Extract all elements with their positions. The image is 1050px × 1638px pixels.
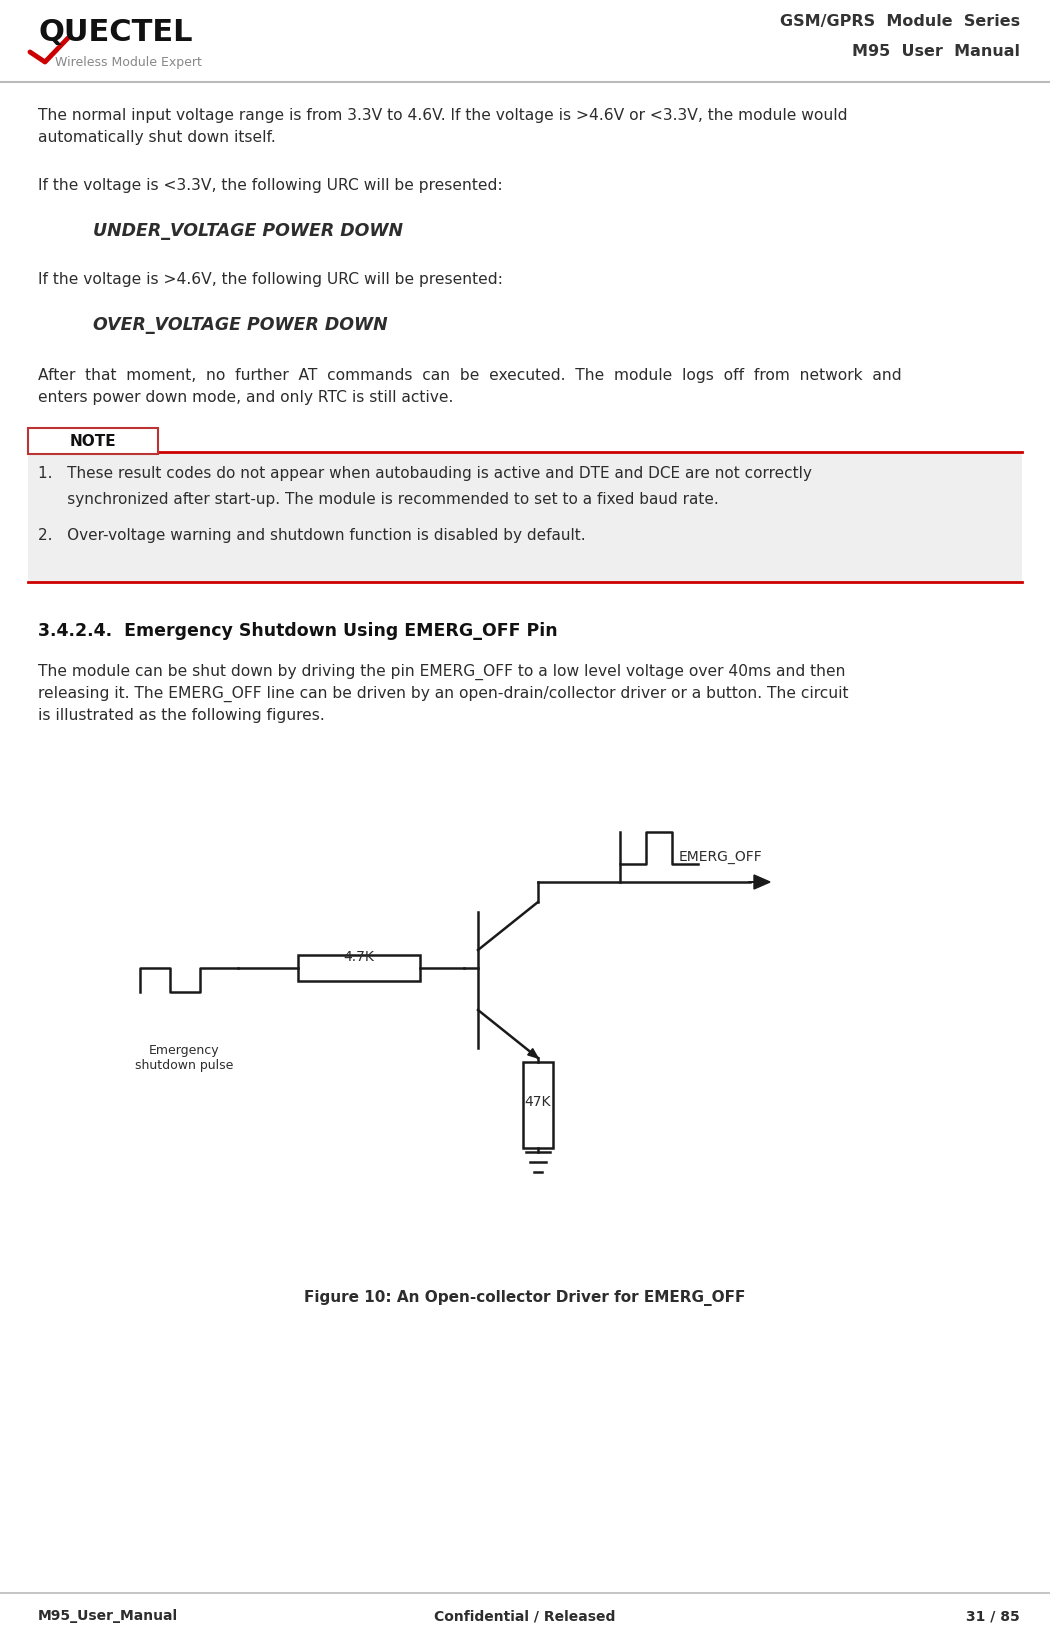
Bar: [28, 452, 1022, 581]
Text: After  that  moment,  no  further  AT  commands  can  be  executed.  The  module: After that moment, no further AT command…: [38, 369, 902, 383]
Text: Emergency
shutdown pulse: Emergency shutdown pulse: [134, 1043, 233, 1071]
Text: 3.4.2.4.  Emergency Shutdown Using EMERG_OFF Pin: 3.4.2.4. Emergency Shutdown Using EMERG_…: [38, 622, 558, 640]
Text: M95_User_Manual: M95_User_Manual: [38, 1609, 178, 1623]
Text: UNDER_VOLTAGE POWER DOWN: UNDER_VOLTAGE POWER DOWN: [93, 223, 403, 241]
Text: The normal input voltage range is from 3.3V to 4.6V. If the voltage is >4.6V or : The normal input voltage range is from 3…: [38, 108, 847, 123]
Text: NOTE: NOTE: [69, 434, 117, 449]
Text: 31 / 85: 31 / 85: [966, 1609, 1020, 1623]
Text: Figure 10: An Open-collector Driver for EMERG_OFF: Figure 10: An Open-collector Driver for …: [304, 1291, 746, 1305]
Text: 2.   Over-voltage warning and shutdown function is disabled by default.: 2. Over-voltage warning and shutdown fun…: [38, 527, 586, 544]
Text: 4.7K: 4.7K: [343, 950, 375, 965]
Text: enters power down mode, and only RTC is still active.: enters power down mode, and only RTC is …: [38, 390, 454, 405]
Text: automatically shut down itself.: automatically shut down itself.: [38, 129, 276, 146]
Text: OVER_VOLTAGE POWER DOWN: OVER_VOLTAGE POWER DOWN: [93, 316, 387, 334]
Text: synchronized after start-up. The module is recommended to set to a fixed baud ra: synchronized after start-up. The module …: [38, 491, 719, 508]
Text: M95  User  Manual: M95 User Manual: [852, 44, 1020, 59]
Text: releasing it. The EMERG_OFF line can be driven by an open-drain/collector driver: releasing it. The EMERG_OFF line can be …: [38, 686, 848, 703]
Text: EMERG_OFF: EMERG_OFF: [678, 850, 762, 863]
Bar: [28, 428, 158, 454]
Text: Wireless Module Expert: Wireless Module Expert: [55, 56, 202, 69]
Text: The module can be shut down by driving the pin EMERG_OFF to a low level voltage : The module can be shut down by driving t…: [38, 663, 845, 680]
Bar: [298, 955, 420, 981]
Text: 1.   These result codes do not appear when autobauding is active and DTE and DCE: 1. These result codes do not appear when…: [38, 465, 812, 482]
Polygon shape: [528, 1048, 538, 1058]
Text: If the voltage is <3.3V, the following URC will be presented:: If the voltage is <3.3V, the following U…: [38, 179, 503, 193]
Bar: [523, 1061, 553, 1148]
Text: 47K: 47K: [525, 1094, 551, 1109]
Text: Confidential / Released: Confidential / Released: [435, 1609, 615, 1623]
FancyArrow shape: [748, 875, 770, 889]
Text: If the voltage is >4.6V, the following URC will be presented:: If the voltage is >4.6V, the following U…: [38, 272, 503, 287]
Text: GSM/GPRS  Module  Series: GSM/GPRS Module Series: [780, 15, 1020, 29]
Text: is illustrated as the following figures.: is illustrated as the following figures.: [38, 708, 324, 722]
Text: QUECTEL: QUECTEL: [38, 18, 192, 48]
